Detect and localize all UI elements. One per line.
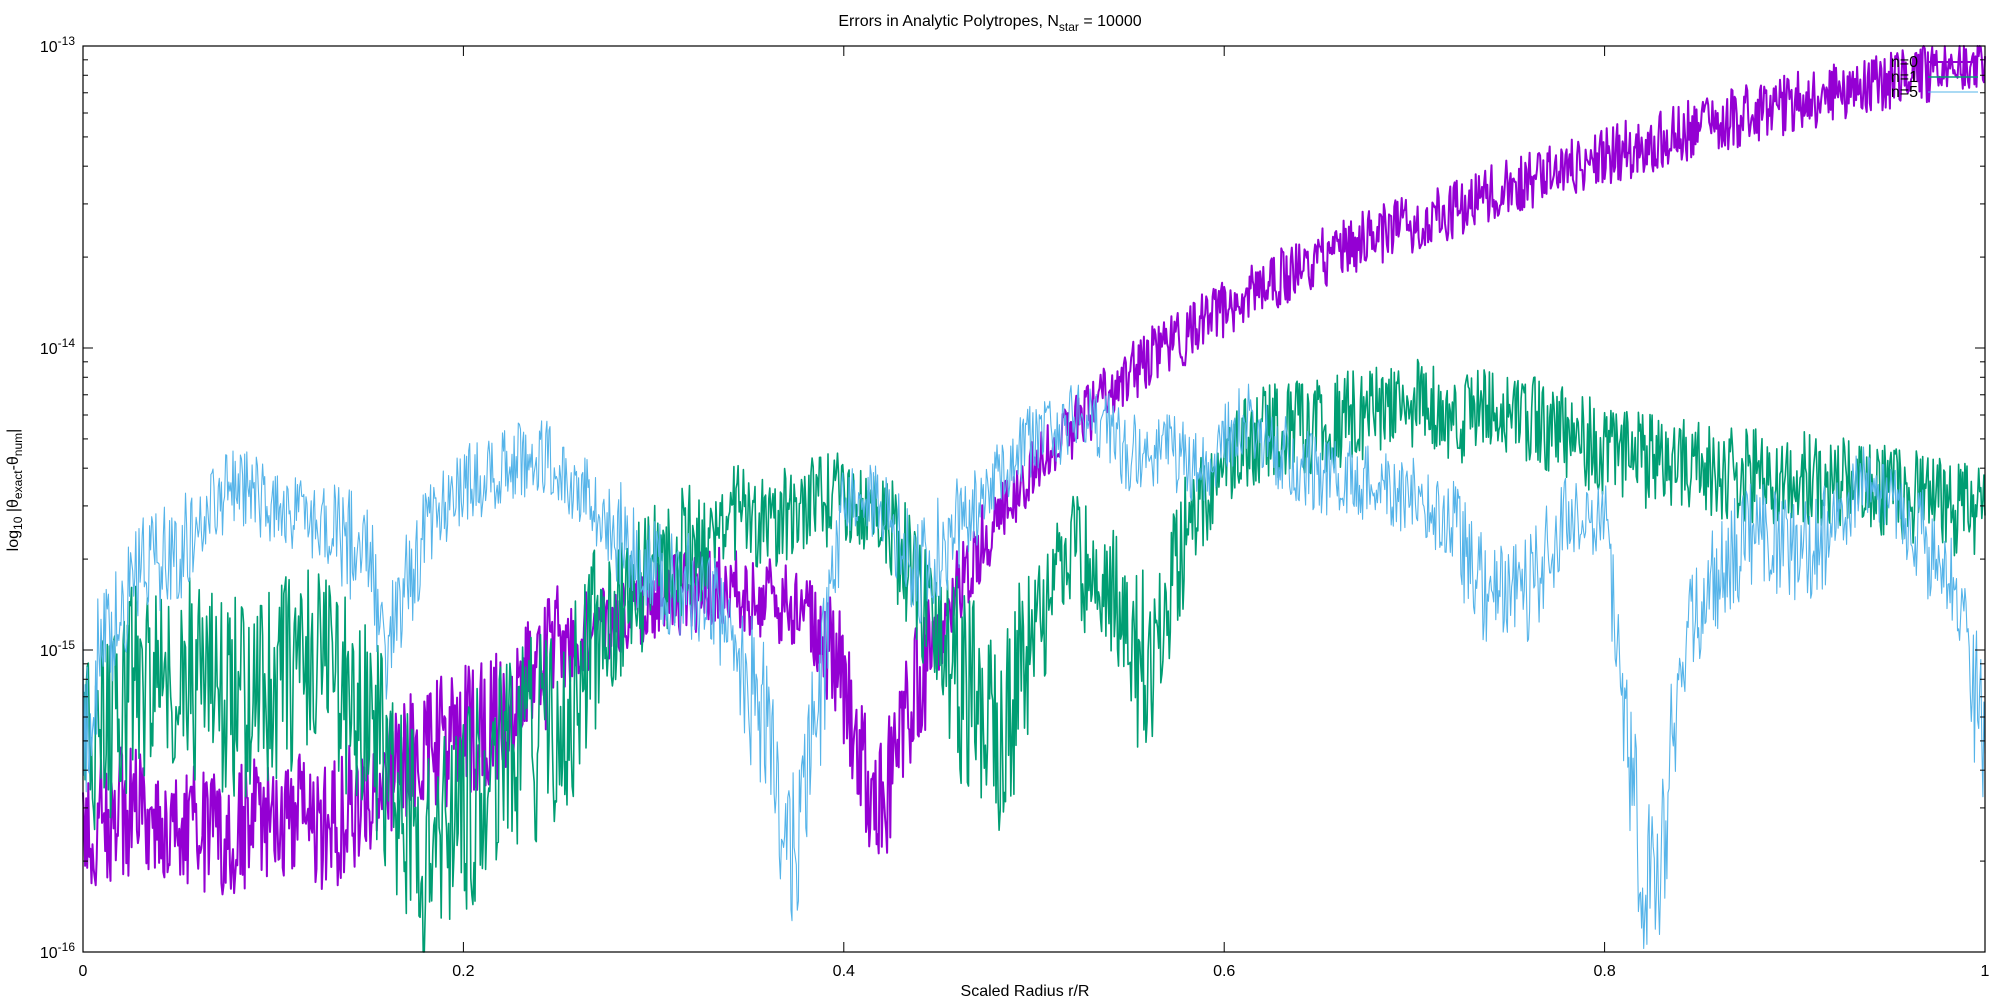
y-tick-label: 10-13 [40, 34, 75, 56]
x-tick-label: 0 [79, 963, 88, 980]
chart-title: Errors in Analytic Polytropes, Nstar = 1… [838, 13, 1141, 34]
x-tick-label: 0.8 [1593, 963, 1615, 980]
legend: n=0n=1n=5 [1891, 54, 1978, 101]
x-tick-label: 0.6 [1213, 963, 1235, 980]
x-axis-label: Scaled Radius r/R [961, 983, 1090, 1000]
y-axis-label: log10 |θexact-θnum| [5, 429, 25, 552]
plot-frame [82, 45, 1986, 953]
legend-label-n5: n=5 [1891, 84, 1918, 101]
legend-label-n1: n=1 [1891, 69, 1918, 86]
y-tick-label: 10-16 [40, 940, 75, 962]
series-line-n1 [82, 358, 1986, 953]
axis-ticks: 0 0.2 0.4 0.6 0.8 1 10-16 10-15 10-14 10-13 [40, 34, 1990, 980]
x-tick-label: 0.4 [833, 963, 855, 980]
x-tick-label: 0.2 [452, 963, 474, 980]
y-tick-label: 10-15 [40, 638, 75, 660]
series-layer [82, 45, 1986, 953]
series-line-n5 [82, 383, 1986, 950]
legend-label-n0: n=0 [1891, 54, 1918, 71]
x-tick-label: 1 [1981, 963, 1990, 980]
y-tick-label: 10-14 [40, 336, 75, 358]
